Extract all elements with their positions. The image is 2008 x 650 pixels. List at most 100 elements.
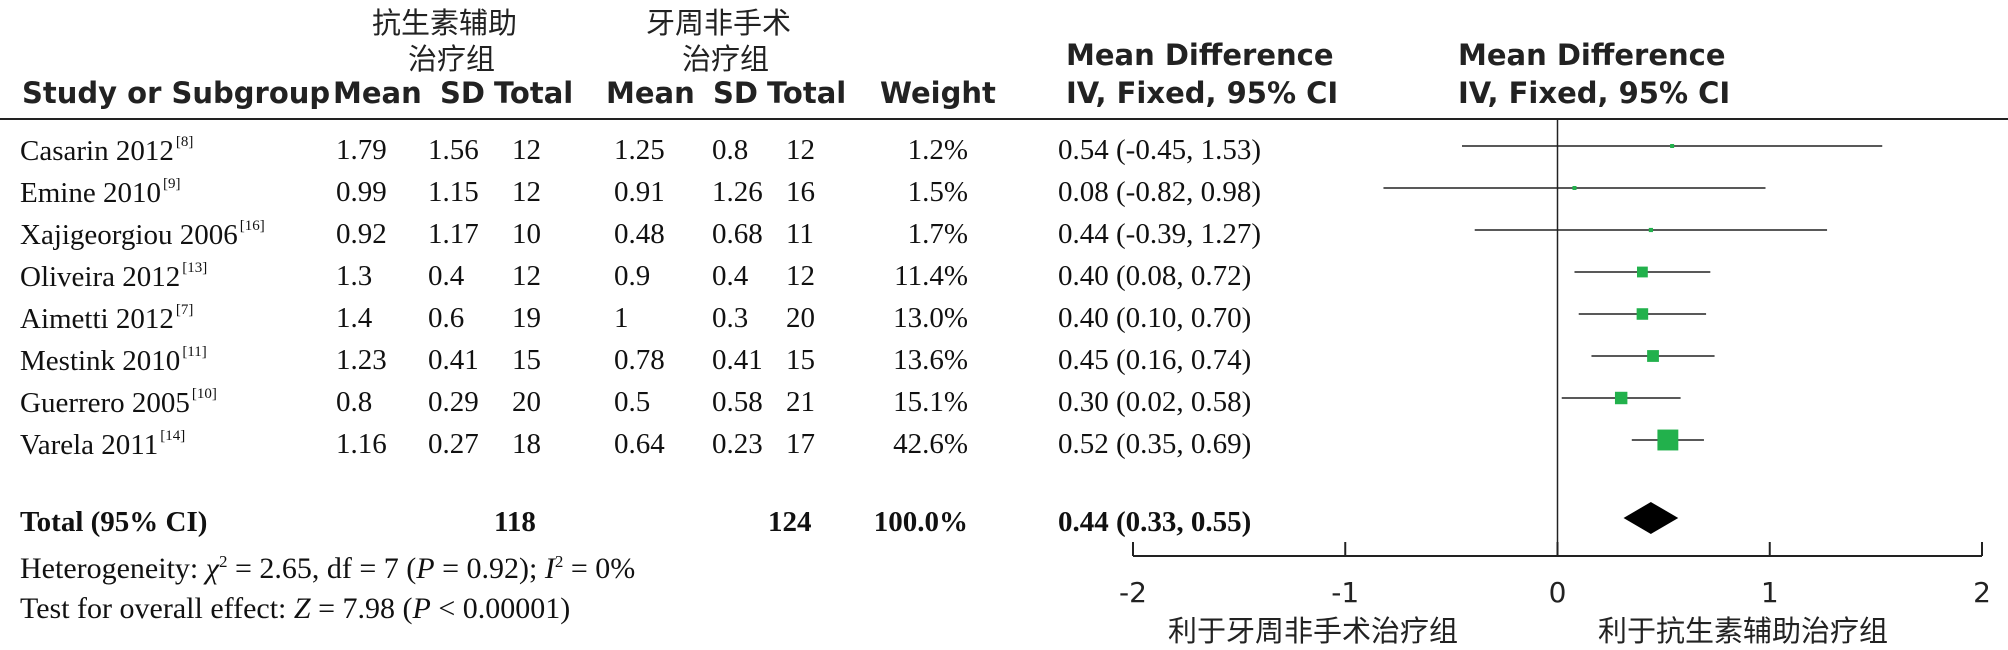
md-ci-value: 0.54 (-0.45, 1.53) bbox=[1058, 134, 1261, 166]
group2-mean: 0.5 bbox=[614, 386, 651, 418]
pooled-diamond bbox=[1623, 502, 1679, 534]
group2-mean: 1 bbox=[614, 302, 629, 334]
study-name: Xajigeorgiou 2006 [16] bbox=[20, 218, 265, 251]
group2-total: 16 bbox=[786, 176, 815, 208]
study-column-header: Study or Subgroup bbox=[22, 76, 331, 110]
group2-sd: 0.23 bbox=[712, 428, 763, 460]
group1-sd: 1.17 bbox=[428, 218, 479, 250]
group1-total: 12 bbox=[512, 176, 541, 208]
group2-total: 12 bbox=[786, 134, 815, 166]
group1-sd: 0.27 bbox=[428, 428, 479, 460]
effect-marker bbox=[1572, 186, 1577, 190]
effect-marker bbox=[1636, 266, 1648, 278]
group1-total: 18 bbox=[512, 428, 541, 460]
md-ci-value: 0.52 (0.35, 0.69) bbox=[1058, 428, 1252, 460]
group2-sd: 0.3 bbox=[712, 302, 749, 334]
weight-header: Weight bbox=[880, 76, 996, 110]
group2-total: 20 bbox=[786, 302, 815, 334]
study-name: Varela 2011 [14] bbox=[20, 428, 186, 461]
group1-mean: 1.16 bbox=[336, 428, 387, 460]
group1-total: 12 bbox=[512, 134, 541, 166]
md-column-title: Mean Difference bbox=[1066, 38, 1334, 72]
effect-marker bbox=[1614, 391, 1628, 405]
group2-sd: 0.8 bbox=[712, 134, 749, 166]
total-md-ci: 0.44 (0.33, 0.55) bbox=[1058, 506, 1252, 538]
favours-left-label: 利于牙周非手术治疗组 bbox=[1168, 614, 1459, 648]
x-axis-tick-label: -1 bbox=[1331, 576, 1359, 609]
weight-value: 13.0% bbox=[893, 302, 968, 334]
plot-title: Mean Difference bbox=[1458, 38, 1726, 72]
group1-mean: 0.8 bbox=[336, 386, 373, 418]
x-axis-tick-label: 0 bbox=[1549, 576, 1567, 609]
group1-total-header: Total bbox=[494, 76, 574, 110]
heterogeneity-note: Heterogeneity: χ2 = 2.65, df = 7 (P = 0.… bbox=[20, 552, 636, 585]
weight-value: 13.6% bbox=[893, 344, 968, 376]
group2-total-header: Total bbox=[767, 76, 847, 110]
group2-total: 21 bbox=[786, 386, 815, 418]
group1-header-line1: 抗生素辅助 bbox=[372, 6, 518, 40]
group2-sd: 0.68 bbox=[712, 218, 763, 250]
group1-mean-header: Mean bbox=[333, 76, 422, 110]
group2-total: 15 bbox=[786, 344, 815, 376]
x-axis-tick-label: -2 bbox=[1119, 576, 1147, 609]
group2-total: 12 bbox=[786, 260, 815, 292]
group2-mean: 0.48 bbox=[614, 218, 665, 250]
effect-marker bbox=[1657, 429, 1679, 451]
weight-value: 1.2% bbox=[907, 134, 968, 166]
total-group2-n: 124 bbox=[768, 506, 812, 538]
group2-header-line2: 治疗组 bbox=[682, 42, 770, 76]
md-ci-value: 0.30 (0.02, 0.58) bbox=[1058, 386, 1252, 418]
total-weight: 100.0% bbox=[873, 506, 968, 538]
total-label: Total (95% CI) bbox=[20, 506, 208, 538]
group1-sd: 0.4 bbox=[428, 260, 465, 292]
weight-value: 1.5% bbox=[907, 176, 968, 208]
x-axis-tick-label: 2 bbox=[1973, 576, 1991, 609]
study-name: Oliveira 2012 [13] bbox=[20, 260, 208, 293]
group2-mean: 0.9 bbox=[614, 260, 651, 292]
plot-subtitle: IV, Fixed, 95% CI bbox=[1458, 76, 1731, 110]
weight-value: 15.1% bbox=[893, 386, 968, 418]
group2-mean: 0.78 bbox=[614, 344, 665, 376]
group1-sd: 1.56 bbox=[428, 134, 479, 166]
overall-effect-note: Test for overall effect: Z = 7.98 (P < 0… bbox=[20, 592, 571, 625]
group2-header-line1: 牙周非手术 bbox=[646, 6, 792, 40]
group1-sd: 0.29 bbox=[428, 386, 479, 418]
group1-mean: 0.92 bbox=[336, 218, 387, 250]
group1-sd: 0.6 bbox=[428, 302, 465, 334]
study-name: Emine 2010 [9] bbox=[20, 176, 181, 209]
group1-total: 19 bbox=[512, 302, 541, 334]
group2-mean: 1.25 bbox=[614, 134, 665, 166]
group2-sd: 0.58 bbox=[712, 386, 763, 418]
group1-mean: 0.99 bbox=[336, 176, 387, 208]
md-ci-value: 0.40 (0.10, 0.70) bbox=[1058, 302, 1252, 334]
group2-sd: 0.4 bbox=[712, 260, 749, 292]
group1-sd: 1.15 bbox=[428, 176, 479, 208]
group2-sd: 1.26 bbox=[712, 176, 763, 208]
group2-sd: 0.41 bbox=[712, 344, 763, 376]
group1-total: 10 bbox=[512, 218, 541, 250]
total-group1-n: 118 bbox=[494, 506, 536, 538]
study-name: Mestink 2010 [11] bbox=[20, 344, 207, 377]
group1-mean: 1.4 bbox=[336, 302, 373, 334]
group2-mean: 0.91 bbox=[614, 176, 665, 208]
x-axis-tick-label: 1 bbox=[1761, 576, 1779, 609]
study-name: Guerrero 2005 [10] bbox=[20, 386, 217, 419]
md-ci-value: 0.40 (0.08, 0.72) bbox=[1058, 260, 1252, 292]
md-ci-value: 0.44 (-0.39, 1.27) bbox=[1058, 218, 1261, 250]
weight-value: 42.6% bbox=[893, 428, 968, 460]
study-name: Aimetti 2012 [7] bbox=[20, 302, 194, 335]
group2-mean: 0.64 bbox=[614, 428, 665, 460]
weight-value: 11.4% bbox=[894, 260, 968, 292]
effect-marker bbox=[1670, 144, 1675, 148]
weight-value: 1.7% bbox=[907, 218, 968, 250]
group1-total: 12 bbox=[512, 260, 541, 292]
header-rule bbox=[0, 118, 2008, 120]
effect-marker bbox=[1647, 350, 1659, 362]
group1-total: 15 bbox=[512, 344, 541, 376]
group2-sd-header: SD bbox=[713, 76, 758, 110]
favours-right-label: 利于抗生素辅助治疗组 bbox=[1598, 614, 1889, 648]
group1-sd: 0.41 bbox=[428, 344, 479, 376]
group2-total: 17 bbox=[786, 428, 815, 460]
